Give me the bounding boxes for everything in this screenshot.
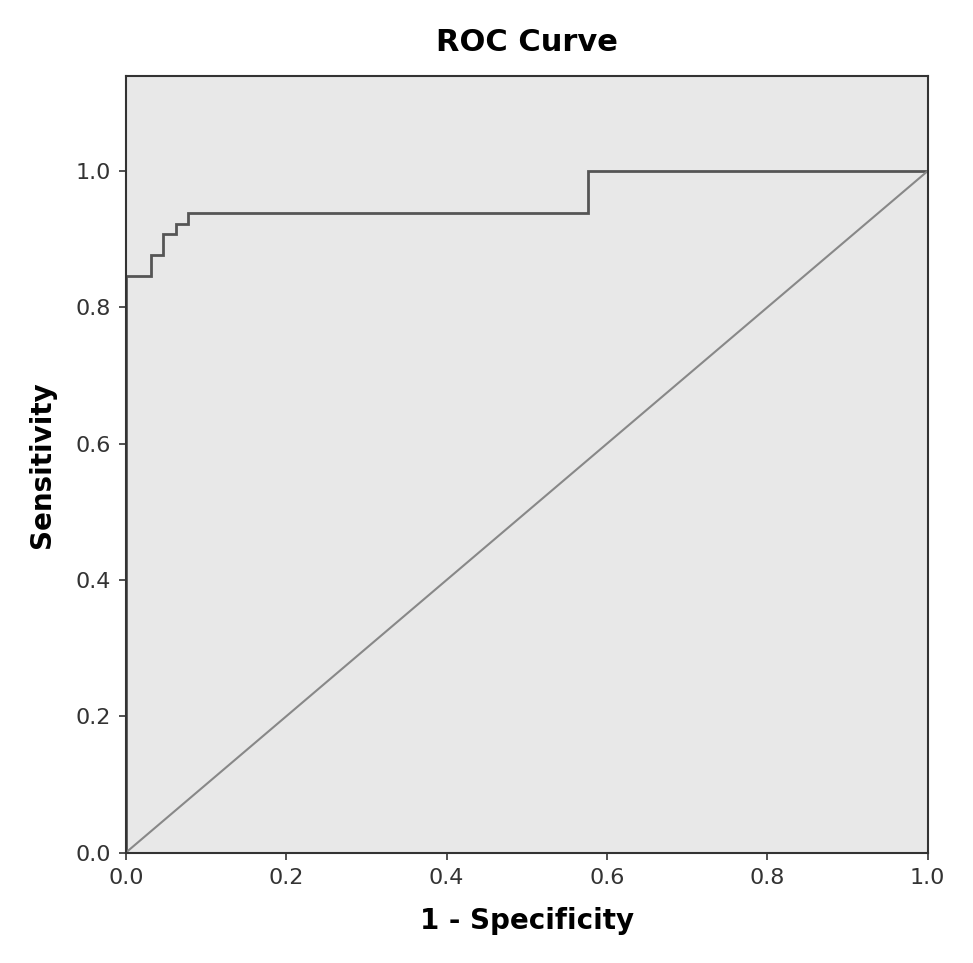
Title: ROC Curve: ROC Curve — [436, 28, 618, 57]
X-axis label: 1 - Specificity: 1 - Specificity — [419, 907, 633, 935]
Y-axis label: Sensitivity: Sensitivity — [28, 380, 55, 548]
